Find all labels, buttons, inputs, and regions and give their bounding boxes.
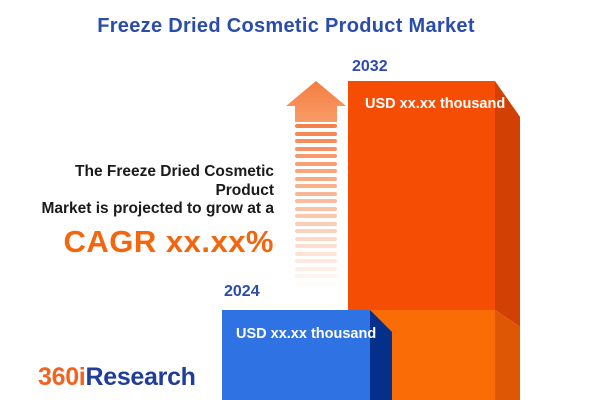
cagr-value: CAGR xx.xx% <box>63 223 274 259</box>
arrow-stripe <box>295 236 337 241</box>
arrow-stripe <box>295 229 337 233</box>
arrow-stripe <box>295 191 337 196</box>
arrow-stripe <box>295 282 337 286</box>
arrow-stripe <box>295 184 337 188</box>
growth-statement: The Freeze Dried Cosmetic Product Market… <box>18 163 274 260</box>
bar-2032-year-label: 2032 <box>352 58 388 75</box>
brand-logo-prefix: 360i <box>38 363 86 391</box>
arrow-stripe <box>295 124 337 128</box>
bar-2024-front <box>222 310 370 400</box>
arrow-stripe <box>295 251 337 256</box>
bar-2032-side-lower <box>495 310 520 400</box>
arrow-stripe <box>295 169 337 173</box>
arrow-stripe <box>295 176 337 181</box>
arrow-stripe <box>295 266 337 271</box>
arrow-stripe <box>295 244 337 248</box>
brand-logo-suffix: Research <box>85 363 196 391</box>
growth-statement-line2: Market is projected to grow at a <box>41 200 274 217</box>
growth-arrow-stripes <box>295 124 337 289</box>
growth-arrow-icon <box>286 81 346 122</box>
arrow-stripe <box>295 199 337 203</box>
bar-2032-value-label: USD xx.xx thousand <box>365 96 506 112</box>
arrow-stripe <box>295 154 337 158</box>
growth-statement-line1: The Freeze Dried Cosmetic Product <box>75 163 274 199</box>
bar-2032-side-upper <box>495 81 520 327</box>
arrow-stripe <box>295 139 337 143</box>
brand-logo: 360iResearch <box>38 363 196 392</box>
arrow-stripe <box>295 274 337 278</box>
bar-2024-year-label: 2024 <box>224 283 260 300</box>
arrow-stripe <box>295 221 337 226</box>
arrow-stripe <box>295 161 337 166</box>
arrow-stripe <box>295 206 337 211</box>
bar-2032-front-upper <box>348 81 495 310</box>
bar-2024-side <box>370 310 392 400</box>
bar-2024-value-label: USD xx.xx thousand <box>236 326 377 342</box>
arrow-stripe <box>295 214 337 218</box>
arrow-stripe <box>295 259 337 263</box>
page-title: Freeze Dried Cosmetic Product Market <box>97 15 475 37</box>
arrow-stripe <box>295 131 337 136</box>
arrow-stripe <box>295 146 337 151</box>
